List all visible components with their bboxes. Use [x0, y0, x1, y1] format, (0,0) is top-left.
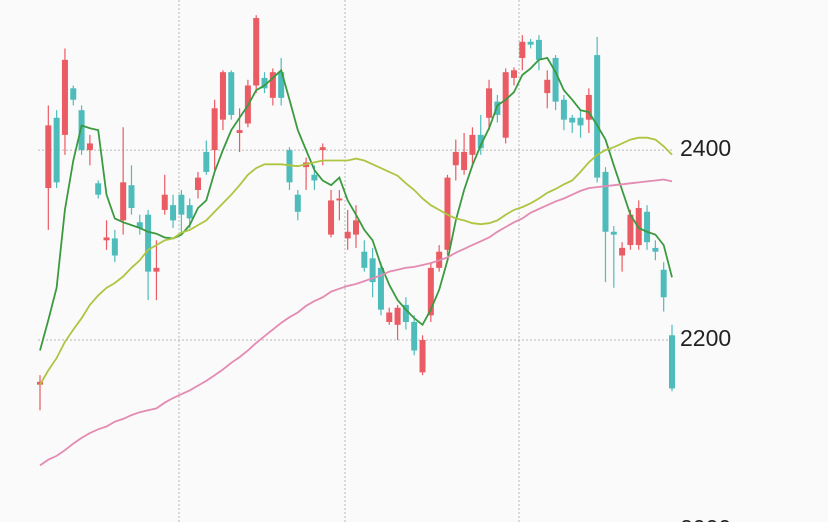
candle-body	[569, 117, 576, 123]
moving-average-line	[39, 56, 673, 351]
candle-body	[103, 237, 110, 241]
candle-body	[286, 150, 293, 183]
candles	[37, 15, 675, 411]
candle-body	[610, 231, 617, 235]
candle-body	[427, 267, 434, 316]
candle-body	[178, 194, 185, 215]
candle-body	[53, 117, 60, 183]
candle-body	[369, 258, 376, 283]
candle-body	[560, 99, 567, 120]
candle-body	[294, 194, 301, 212]
candle-body	[377, 267, 384, 310]
candle-body	[669, 335, 675, 389]
candle-body	[511, 70, 517, 78]
candle-body	[619, 247, 626, 256]
candle-body	[269, 72, 276, 98]
candle-body	[145, 214, 152, 272]
candle-body	[136, 222, 143, 228]
candle-body	[61, 59, 68, 135]
candle-body	[477, 134, 484, 149]
candle-body	[228, 72, 235, 115]
candle-body	[394, 307, 401, 325]
candle-body	[311, 174, 318, 181]
candle-body	[552, 57, 559, 102]
candle-body	[95, 183, 102, 195]
candle-body	[211, 108, 218, 151]
candle-body	[70, 88, 77, 100]
candle-body	[402, 304, 409, 322]
candle-body	[469, 134, 476, 155]
candle-body	[652, 247, 659, 252]
candle-body	[519, 41, 526, 58]
candle-body	[527, 41, 534, 45]
candle-body	[585, 94, 592, 120]
candle-body	[461, 151, 468, 171]
candle-body	[544, 79, 551, 94]
candle-body	[494, 101, 501, 115]
candle-body	[111, 238, 118, 256]
candle-body	[411, 321, 418, 351]
y-tick-label: 2400	[680, 135, 731, 161]
candle-body	[627, 214, 634, 246]
candle-body	[153, 267, 160, 272]
candle-body	[319, 147, 326, 151]
candle-body	[594, 55, 601, 178]
candle-body	[452, 151, 459, 166]
y-tick-label: 2000	[680, 515, 731, 522]
candle-body	[386, 312, 393, 322]
candle-body	[577, 117, 584, 126]
candle-body	[253, 18, 260, 86]
vertical-grid	[178, 0, 520, 522]
candle-body	[120, 182, 127, 221]
candle-body	[236, 130, 243, 133]
candle-body	[203, 151, 210, 172]
candle-body	[278, 72, 285, 98]
y-tick-label: 2200	[680, 325, 731, 351]
moving-average-line	[39, 136, 673, 386]
candle-body	[419, 340, 426, 373]
candle-body	[486, 88, 493, 118]
candle-body	[45, 125, 52, 189]
candle-body	[644, 211, 651, 243]
candle-body	[128, 185, 135, 209]
candle-body	[336, 198, 343, 201]
candle-body	[502, 72, 509, 138]
candle-body	[328, 200, 335, 235]
candle-body	[344, 231, 351, 239]
candle-body	[195, 177, 201, 190]
candle-body	[78, 110, 85, 151]
candle-body	[219, 72, 226, 120]
candle-body	[86, 143, 93, 151]
candle-body	[161, 194, 168, 210]
candle-body	[170, 205, 177, 221]
candle-body	[535, 39, 542, 60]
candle-body	[660, 269, 667, 298]
candle-body	[261, 77, 268, 89]
candle-body	[602, 171, 609, 232]
candle-body	[353, 220, 359, 235]
candle-body	[186, 205, 193, 219]
moving-average-line	[39, 178, 673, 467]
candle-body	[361, 251, 368, 268]
